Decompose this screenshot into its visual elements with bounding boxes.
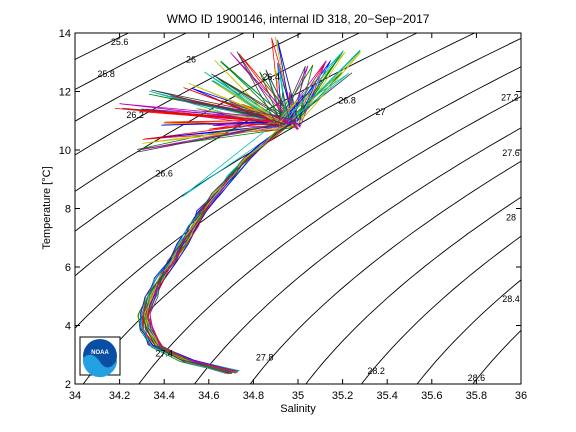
isopycnal-label: 28.6 [468, 373, 486, 383]
float-profiles [114, 36, 361, 375]
isopycnal-line [360, 235, 521, 384]
isopycnal-label: 28 [506, 212, 516, 222]
profile-line [139, 51, 292, 374]
isopycnal-label: 25.8 [97, 69, 115, 79]
isopycnal-line [75, 33, 476, 277]
isopycnal-labels: 25.6 25.8 26 26.2 26.4 26.6 26.8 27 27.2 27.4 27.6… [97, 37, 519, 383]
x-tick-label: 34.4 [153, 390, 174, 402]
isopycnal-label: 28.4 [502, 294, 520, 304]
x-tick-label: 35 [292, 390, 304, 402]
y-axis-label: Temperature [°C] [41, 166, 53, 249]
x-tick-label: 35.8 [466, 390, 487, 402]
isopycnal-label: 28.2 [367, 366, 385, 376]
isopycnal-line [472, 329, 521, 384]
y-tick-label: 4 [65, 321, 71, 333]
isopycnal-line [75, 33, 245, 122]
profile-line [139, 50, 350, 372]
x-tick-label: 34.6 [198, 390, 219, 402]
y-tick-label: 6 [65, 262, 71, 274]
x-tick-label: 35.4 [376, 390, 397, 402]
x-tick-label: 34.8 [243, 390, 264, 402]
x-axis: 34 34.2 34.4 34.6 34.8 35 35.2 35.4 35.6 35.8 36 [69, 33, 527, 402]
profile-line [139, 39, 316, 373]
isopycnal-label: 27.6 [502, 148, 520, 158]
isopycnal-line [305, 196, 521, 384]
isopycnal-line [75, 37, 521, 329]
x-tick-label: 34.2 [109, 390, 130, 402]
isopycnal-line [416, 279, 521, 384]
y-tick-label: 12 [59, 87, 71, 99]
x-tick-label: 35.2 [332, 390, 353, 402]
isopycnal-line [138, 96, 521, 384]
y-tick-label: 14 [59, 28, 71, 40]
isopycnal-label: 26 [186, 54, 196, 64]
isopycnal-label: 26.2 [126, 110, 144, 120]
logo-text: NOAA [91, 350, 109, 356]
y-tick-label: 8 [65, 204, 71, 216]
isopycnal-line [249, 160, 521, 384]
isopycnal-label: 27.8 [256, 353, 274, 363]
isopycnal-line [82, 66, 521, 384]
isopycnal-label: 27.2 [501, 92, 519, 102]
x-tick-label: 36 [515, 390, 527, 402]
chart-title: WMO ID 1900146, internal ID 318, 20−Sep−… [167, 12, 430, 26]
profile-line [119, 101, 299, 372]
y-axis: 2 4 6 8 10 12 14 [59, 28, 521, 391]
isopycnal-line [193, 127, 521, 384]
x-tick-label: 34 [69, 390, 81, 402]
y-tick-label: 10 [59, 145, 71, 157]
isopycnal-lines [75, 33, 521, 384]
isopycnal-label: 26.6 [155, 168, 173, 178]
isopycnal-label: 26.8 [338, 95, 356, 105]
x-axis-label: Salinity [280, 403, 316, 415]
isopycnal-label: 26.4 [262, 72, 280, 82]
isopycnal-line [75, 33, 361, 192]
profile-line [143, 82, 299, 373]
isopycnal-label: 25.6 [111, 37, 129, 47]
x-tick-label: 35.6 [421, 390, 442, 402]
isopycnal-line [75, 33, 188, 91]
isopycnal-line [75, 33, 303, 156]
isopycnal-label: 27 [375, 107, 385, 117]
isopycnal-label: 27.4 [155, 348, 173, 358]
noaa-logo: NOAA [79, 336, 121, 378]
y-tick-label: 2 [65, 379, 71, 391]
